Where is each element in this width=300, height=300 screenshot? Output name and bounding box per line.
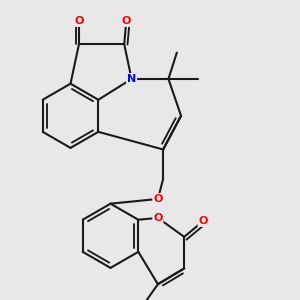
Text: O: O <box>153 194 163 204</box>
Text: N: N <box>127 74 136 84</box>
Text: O: O <box>199 216 208 226</box>
Text: O: O <box>74 16 84 26</box>
Text: O: O <box>153 213 163 223</box>
Text: O: O <box>122 16 131 26</box>
